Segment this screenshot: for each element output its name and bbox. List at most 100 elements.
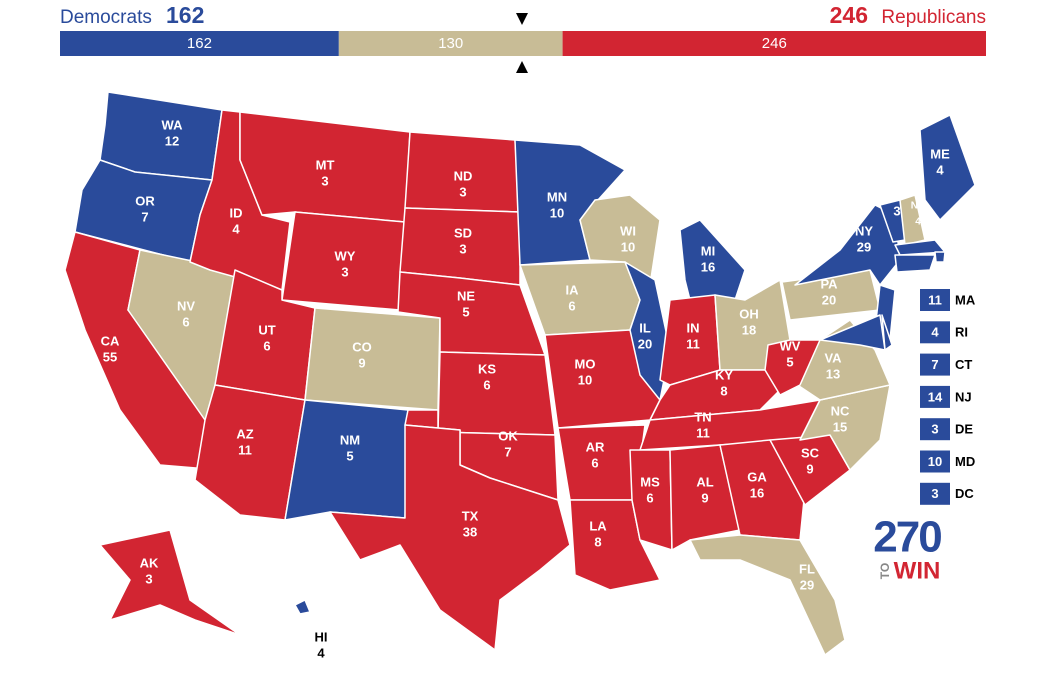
small-state-abbr: CT (955, 357, 972, 372)
state-abbr: AR (586, 439, 605, 454)
state-ev: 3 (321, 173, 328, 188)
state-abbr: SD (454, 225, 472, 240)
state-abbr: ID (230, 205, 243, 220)
state-ev: 55 (103, 349, 117, 364)
state-abbr: NE (457, 288, 475, 303)
state-abbr: KS (478, 361, 496, 376)
state-abbr: IL (639, 320, 651, 335)
state-abbr: CA (101, 333, 120, 348)
small-state-abbr: DC (955, 486, 974, 501)
small-state-abbr: MA (955, 292, 976, 307)
state-ev: 3 (145, 571, 152, 586)
state-ev: 20 (638, 336, 652, 351)
small-state-box (920, 482, 950, 505)
state-abbr: WI (620, 223, 636, 238)
small-state-ev: 14 (928, 389, 943, 404)
bar-segment-label: 130 (438, 35, 463, 52)
state-ev: 3 (893, 203, 900, 218)
small-state-box (920, 321, 950, 344)
state-abbr: WV (780, 338, 801, 353)
state-ev: 5 (346, 448, 353, 463)
state-ev: 16 (701, 259, 715, 274)
state-ev: 38 (463, 524, 477, 539)
state-ev: 3 (459, 184, 466, 199)
small-state-abbr: RI (955, 325, 968, 340)
state-shape (294, 599, 311, 615)
state-ev: 4 (936, 162, 944, 177)
state-ev: 12 (165, 133, 179, 148)
state-ev: 18 (742, 322, 756, 337)
state-abbr: MI (701, 243, 715, 258)
state-abbr: OH (739, 306, 759, 321)
totals-bar: 162 130 246 (60, 31, 986, 56)
state-abbr: HI (315, 629, 328, 644)
small-state-abbr: NJ (955, 389, 972, 404)
state-abbr: IA (566, 282, 580, 297)
state-abbr: MN (547, 189, 567, 204)
state-ev: 20 (822, 292, 836, 307)
state-ev: 6 (591, 455, 598, 470)
state-shape (304, 307, 441, 411)
state-ev: 15 (833, 419, 847, 434)
state-ev: 8 (594, 534, 601, 549)
state-ev: 5 (462, 304, 469, 319)
small-state-ev: 3 (931, 422, 938, 437)
state-ev: 7 (141, 209, 148, 224)
state-abbr: GA (747, 469, 767, 484)
small-state-box (920, 450, 950, 473)
dem-label: Democrats (60, 7, 152, 28)
state-ev: 8 (720, 383, 727, 398)
state-shape (99, 529, 241, 636)
state-abbr: TN (694, 409, 711, 424)
bar-segment (562, 31, 986, 56)
state-shape (624, 261, 671, 401)
rep-total: 246 (830, 2, 868, 28)
threshold-marker-top (516, 13, 528, 25)
states (64, 91, 976, 656)
state-ev: 9 (701, 490, 708, 505)
state-shape (629, 449, 673, 551)
state-ev: 6 (483, 377, 490, 392)
state-abbr: VT (889, 187, 906, 202)
state-abbr: AZ (236, 426, 253, 441)
state-shape (919, 114, 976, 221)
state-ev: 10 (550, 205, 564, 220)
state-abbr: VA (824, 350, 842, 365)
state-abbr: NM (340, 432, 360, 447)
state-ev: 29 (800, 577, 814, 592)
state-ev: 6 (646, 490, 653, 505)
state-shape (329, 424, 571, 651)
state-abbr: OR (135, 193, 155, 208)
small-state-box (920, 385, 950, 408)
state-ev: 9 (358, 355, 365, 370)
state-abbr: TX (462, 508, 479, 523)
small-state-boxes: 11 MA 4 RI 7 CT 14 NJ 3 DE 10 MD 3 DC (920, 289, 976, 505)
state-ev: 11 (238, 442, 252, 457)
state-ev: 6 (263, 338, 270, 353)
small-state-ev: 10 (928, 454, 942, 469)
state-abbr: NY (855, 223, 873, 238)
state-shape (579, 194, 661, 286)
state-abbr: CO (352, 339, 372, 354)
state-ev: 13 (826, 366, 840, 381)
state-ev: 16 (750, 485, 764, 500)
state-shape (764, 339, 821, 396)
small-state-ev: 11 (928, 292, 942, 307)
state-shape (894, 254, 936, 273)
logo-number: 270 (873, 513, 941, 562)
state-shape (519, 261, 641, 336)
state-shape (669, 444, 741, 551)
state-abbr: OK (498, 428, 518, 443)
state-abbr: SC (801, 445, 820, 460)
state-shape (819, 314, 886, 351)
bar-segment-label: 162 (187, 35, 212, 52)
small-state-ev: 3 (931, 486, 938, 501)
small-state-abbr: DE (955, 422, 973, 437)
state-abbr: MO (575, 356, 596, 371)
state-ev: 5 (786, 354, 793, 369)
state-abbr: KY (715, 367, 733, 382)
logo-win: WIN (894, 557, 941, 584)
state-shape (689, 534, 846, 656)
